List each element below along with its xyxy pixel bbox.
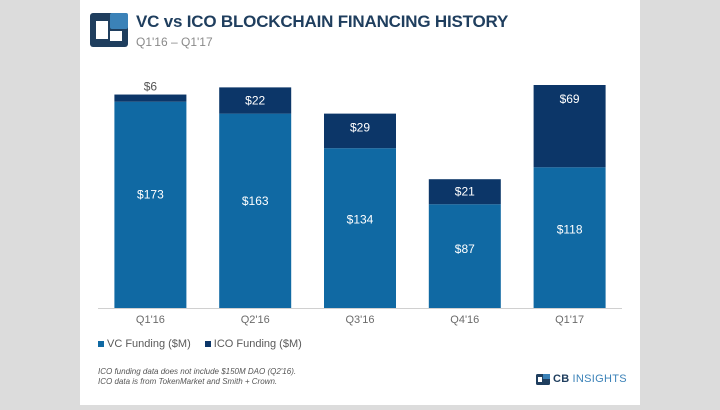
bar-vc-5 <box>533 167 606 308</box>
label-ico-2: $22 <box>245 94 265 108</box>
bar-ico-2 <box>219 87 292 114</box>
bar-ico-5 <box>533 85 606 168</box>
bar-vc-4 <box>428 204 501 308</box>
legend-item-vc: VC Funding ($M) <box>98 338 191 350</box>
cb-insights-logo <box>90 13 128 47</box>
footnote: ICO funding data does not include $150M … <box>98 367 296 387</box>
x-tick-label-3: Q3'16 <box>345 314 374 326</box>
bar-chart: $173 $6 Q1'16 $163 $22 Q2'16 $134 $29 Q3'16 $87 $2… <box>98 80 622 326</box>
footnote-line-1: ICO funding data does not include $150M … <box>98 367 297 376</box>
legend-swatch-ico <box>204 341 211 347</box>
x-tick-label-4: Q4'16 <box>450 314 479 326</box>
bar-ico-3 <box>324 113 396 149</box>
x-tick-label-5: Q1'17 <box>555 314 584 326</box>
legend-swatch-vc <box>98 341 104 347</box>
label-ico-4: $21 <box>455 185 475 199</box>
slide: VC vs ICO BLOCKCHAIN FINANCING HISTORY Q… <box>80 0 640 405</box>
legend-item-ico: ICO Funding ($M) <box>204 338 302 350</box>
brand-insights: INSIGHTS <box>572 373 627 385</box>
chart-area: $173 $6 Q1'16 $163 $22 Q2'16 $134 $29 Q3'16 $87 $2… <box>80 0 640 405</box>
chart-subtitle: Q1'16 – Q1'17 <box>136 35 213 49</box>
bar-vc-2 <box>219 113 292 308</box>
brand-cb: CB <box>553 373 570 385</box>
footnote-line-2: ICO data is from TokenMarket and Smith +… <box>98 377 278 386</box>
bar-ico-4 <box>428 179 501 205</box>
chart-title: VC vs ICO BLOCKCHAIN FINANCING HISTORY <box>136 12 509 31</box>
brand-icon <box>536 373 550 385</box>
x-tick-label-1: Q1'16 <box>136 314 165 326</box>
bar-ico-1 <box>114 94 187 102</box>
label-vc-1: $173 <box>137 188 164 202</box>
label-vc-3: $134 <box>347 212 374 226</box>
bar-vc-1 <box>114 101 187 308</box>
bar-vc-3 <box>324 148 396 308</box>
label-vc-5: $118 <box>557 222 583 236</box>
brand-mark: CB INSIGHTS <box>536 373 627 385</box>
label-ico-1: $6 <box>144 80 158 94</box>
legend: VC Funding ($M) ICO Funding ($M) <box>98 338 302 350</box>
label-vc-2: $163 <box>242 194 269 208</box>
label-ico-3: $29 <box>350 121 370 135</box>
legend-label-vc: VC Funding ($M) <box>107 338 191 350</box>
label-ico-5: $69 <box>560 92 580 106</box>
legend-label-ico: ICO Funding ($M) <box>213 338 302 350</box>
label-vc-4: $87 <box>455 242 475 256</box>
x-tick-label-2: Q2'16 <box>241 314 270 326</box>
